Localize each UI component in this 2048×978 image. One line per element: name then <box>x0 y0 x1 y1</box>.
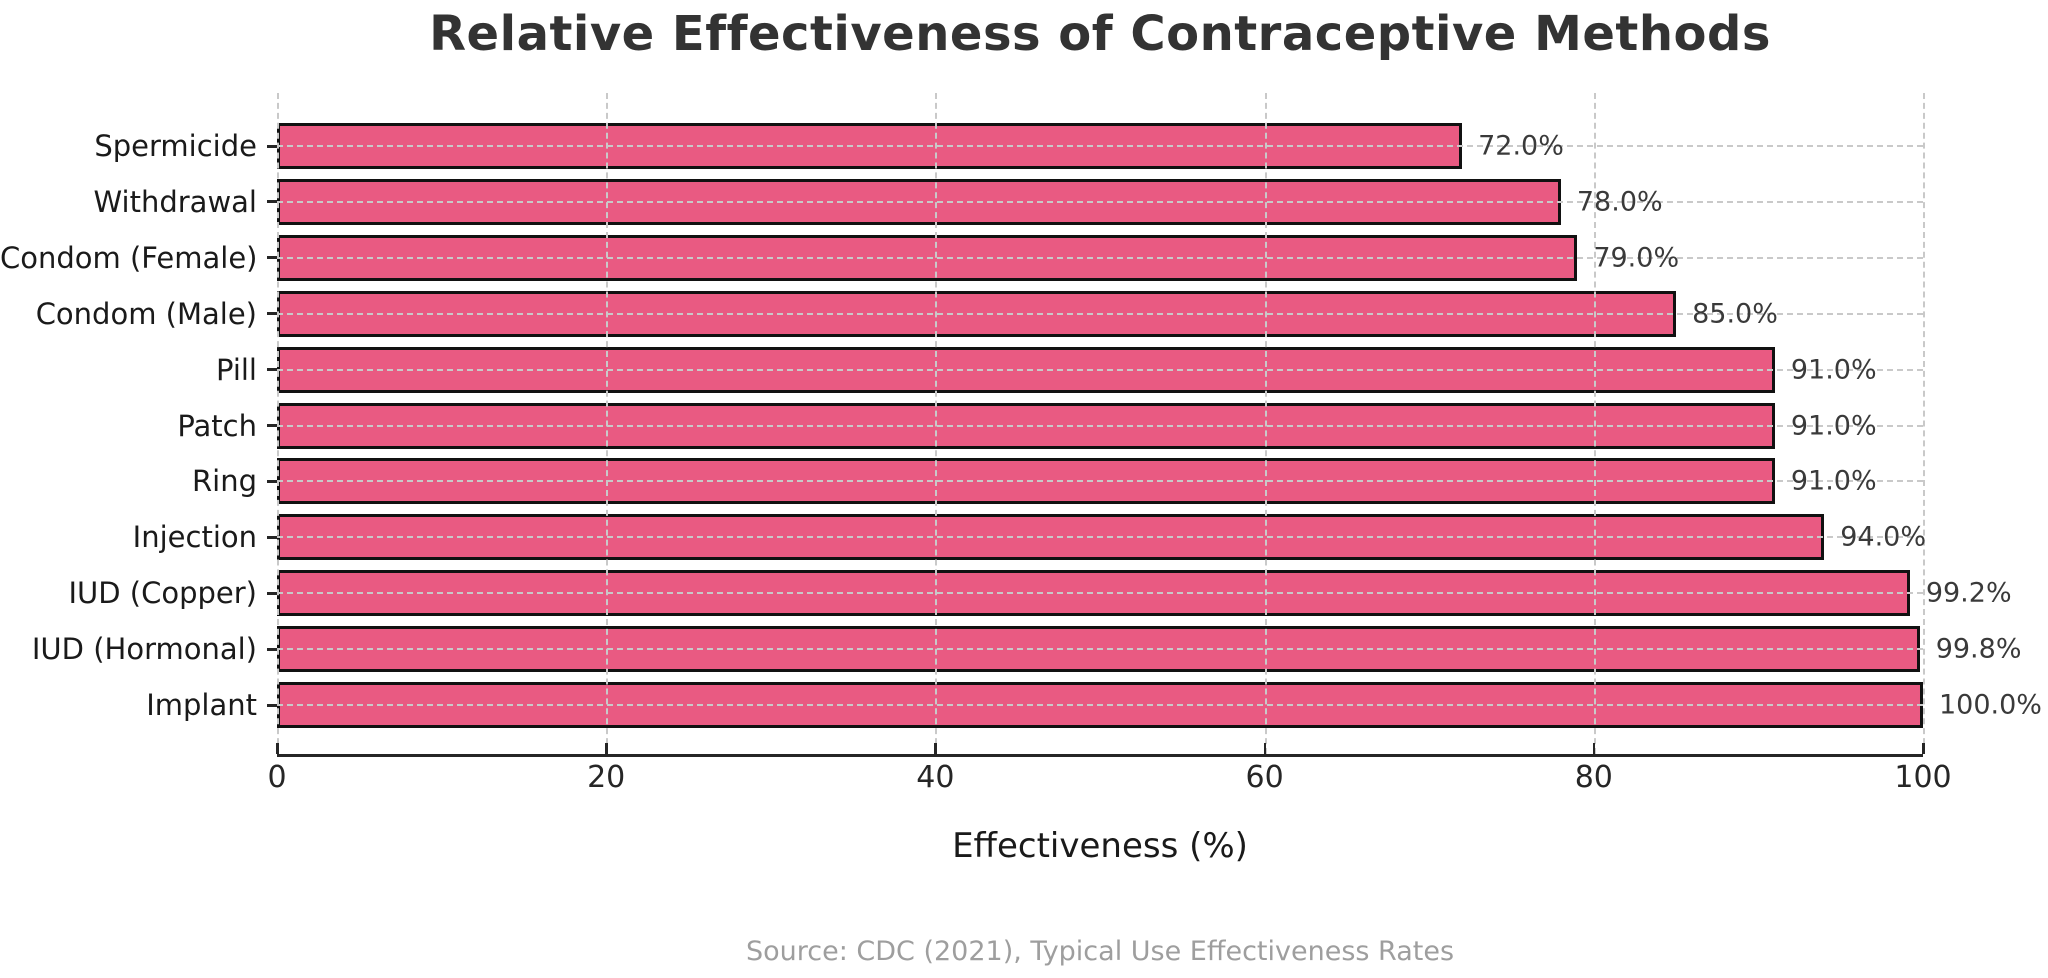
category-label: IUD (Hormonal) <box>31 632 257 667</box>
y-tick-mark <box>267 312 277 316</box>
bar-value-label: 91.0% <box>1790 354 1877 386</box>
plot-area: 0 20 40 60 80 100 72.0% 78.0% 79.0% 85.0% 91.0% 91.… <box>267 93 2042 795</box>
bar-value-label: 91.0% <box>1790 410 1877 441</box>
x-tick-label: 60 <box>1245 760 1284 795</box>
bar-value-label: 85.0% <box>1692 298 1778 330</box>
x-gridline <box>1593 93 1596 754</box>
x-gridline <box>606 93 609 754</box>
source-note: Source: CDC (2021), Typical Use Effectiv… <box>745 936 1455 967</box>
bar-value-label: 72.0% <box>1478 130 1564 162</box>
y-gridline <box>277 424 1923 427</box>
x-tick-label: 20 <box>587 760 626 795</box>
y-gridline <box>277 536 1923 539</box>
category-label: Condom (Female) <box>0 240 258 275</box>
bar-value-label: 94.0% <box>1840 521 1927 553</box>
y-tick-mark <box>267 535 277 539</box>
bar-value-label: 100.0% <box>1939 689 2042 721</box>
category-label: Injection <box>132 520 257 555</box>
bar-value-label: 91.0% <box>1790 465 1877 497</box>
y-tick-mark <box>267 256 277 260</box>
y-gridline <box>277 312 1923 315</box>
y-tick-mark <box>267 424 277 427</box>
x-tick-mark <box>1922 743 1925 754</box>
bar-value-label: 99.2% <box>1925 577 2012 609</box>
category-label: Condom (Male) <box>35 296 257 331</box>
x-tick-label: 0 <box>267 760 287 795</box>
category-label: Ring <box>192 464 257 499</box>
y-gridline <box>277 200 1923 203</box>
category-label: Withdrawal <box>93 184 258 219</box>
x-tick-mark <box>276 743 279 754</box>
y-gridline <box>277 480 1923 483</box>
y-tick-mark <box>267 703 277 707</box>
bar-value-label: 79.0% <box>1593 242 1680 274</box>
x-gridline <box>1923 93 1925 754</box>
y-tick-mark <box>267 200 277 204</box>
category-label: Pill <box>215 352 257 387</box>
category-label: IUD (Copper) <box>68 576 257 611</box>
x-gridline <box>935 93 938 754</box>
x-tick-mark <box>1263 743 1267 754</box>
y-gridline <box>277 648 1923 651</box>
bar-value-label: 99.8% <box>1935 633 2022 665</box>
chart-title: Relative Effectiveness of Contraceptive … <box>429 6 1771 62</box>
x-tick-label: 40 <box>916 760 955 795</box>
y-gridline <box>277 704 1923 706</box>
y-gridline <box>277 592 1923 595</box>
x-tick-mark <box>934 743 937 754</box>
x-tick-label: 80 <box>1574 760 1613 795</box>
y-gridline <box>277 145 1923 147</box>
category-label: Spermicide <box>94 129 257 163</box>
category-label: Implant <box>146 688 257 722</box>
y-tick-mark <box>267 479 277 483</box>
x-tick-mark <box>605 743 608 754</box>
y-tick-mark <box>267 144 277 148</box>
y-gridline <box>277 368 1923 371</box>
y-gridline <box>277 256 1923 259</box>
category-label: Patch <box>177 408 257 443</box>
x-gridline <box>277 93 279 754</box>
y-tick-mark <box>267 368 277 372</box>
bar-value-label: 78.0% <box>1576 186 1663 218</box>
y-tick-mark <box>267 591 277 595</box>
x-tick-mark <box>1592 743 1596 754</box>
x-tick-label: 100 <box>1894 760 1952 795</box>
x-axis-label: Effectiveness (%) <box>952 826 1248 866</box>
x-gridline <box>1264 93 1267 754</box>
y-tick-mark <box>267 647 277 651</box>
